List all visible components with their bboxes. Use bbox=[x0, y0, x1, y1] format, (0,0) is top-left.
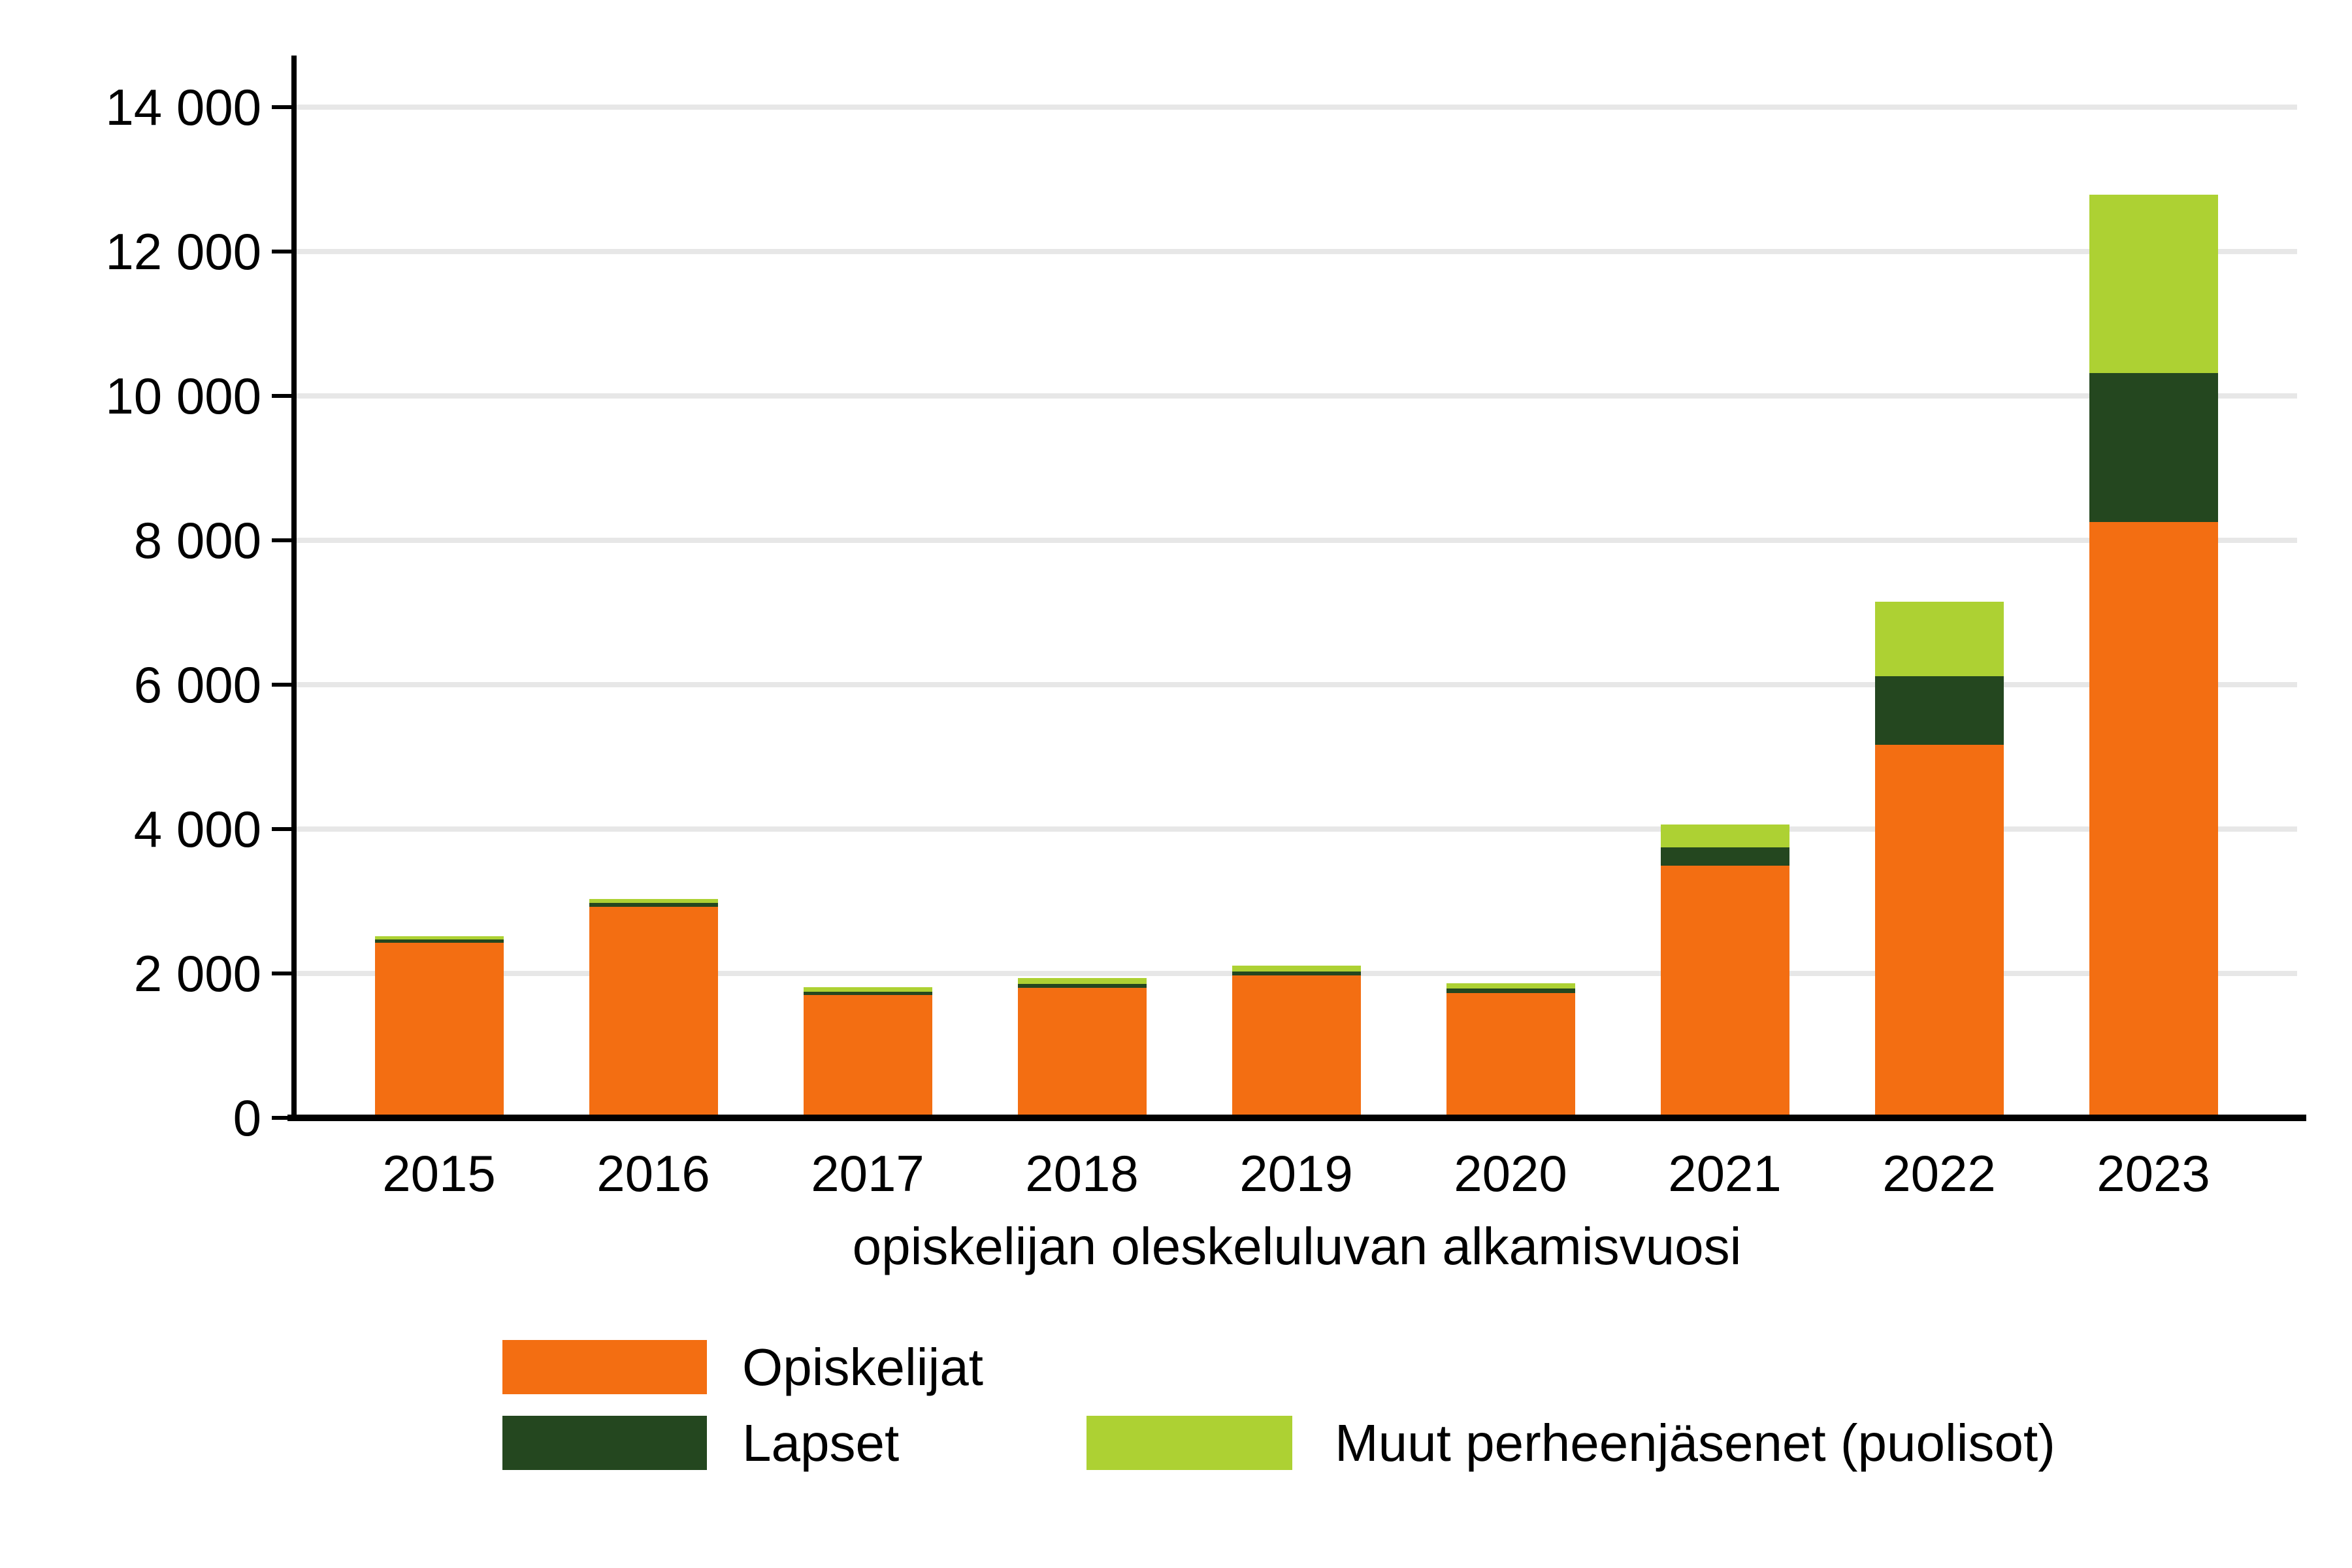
y-tick-label: 12 000 bbox=[105, 223, 261, 280]
y-tick-4000 bbox=[272, 827, 293, 831]
x-category-label-2020: 2020 bbox=[1454, 1145, 1567, 1202]
gridline-14000 bbox=[297, 105, 2297, 110]
bar-segment-2022-opiskelijat bbox=[1874, 744, 2004, 1118]
bar-segment-2018-lapset bbox=[1017, 984, 1147, 988]
legend-label-lapset: Lapset bbox=[742, 1414, 900, 1472]
y-tick-label: 2 000 bbox=[133, 945, 261, 1002]
x-category-label-2017: 2017 bbox=[811, 1145, 924, 1202]
y-tick-label: 0 bbox=[233, 1089, 261, 1147]
y-tick-label: 6 000 bbox=[133, 656, 261, 713]
bar-segment-2019-muut bbox=[1232, 965, 1361, 972]
bar-segment-2022-muut bbox=[1874, 602, 2004, 677]
bar-segment-2017-muut bbox=[803, 987, 932, 992]
y-tick-0 bbox=[272, 1116, 293, 1120]
legend-swatch-muut-perheenjasenet bbox=[1086, 1416, 1292, 1470]
x-axis-title: opiskelijan oleskeluluvan alkamisvuosi bbox=[852, 1217, 1742, 1275]
bar-segment-2023-muut bbox=[2089, 194, 2218, 374]
y-tick-8000 bbox=[272, 538, 293, 542]
bar-segment-2023-opiskelijat bbox=[2089, 522, 2218, 1118]
bar-segment-2021-muut bbox=[1660, 825, 1789, 848]
y-tick-14000 bbox=[272, 105, 293, 109]
x-category-label-2019: 2019 bbox=[1239, 1145, 1353, 1202]
gridline-12000 bbox=[297, 249, 2297, 254]
bar-segment-2022-lapset bbox=[1874, 676, 2004, 745]
bar-segment-2015-muut bbox=[374, 936, 504, 940]
x-category-label-2016: 2016 bbox=[596, 1145, 710, 1202]
bar-segment-2018-opiskelijat bbox=[1017, 988, 1147, 1118]
bar-segment-2020-muut bbox=[1446, 983, 1575, 988]
bar-segment-2023-lapset bbox=[2089, 373, 2218, 523]
y-tick-label: 14 000 bbox=[105, 78, 261, 136]
x-category-label-2023: 2023 bbox=[2097, 1145, 2210, 1202]
bar-segment-2016-lapset bbox=[589, 902, 718, 907]
bar-segment-2016-opiskelijat bbox=[589, 907, 718, 1118]
bar-segment-2020-lapset bbox=[1446, 988, 1575, 994]
x-category-label-2018: 2018 bbox=[1025, 1145, 1139, 1202]
bar-segment-2017-opiskelijat bbox=[803, 994, 932, 1118]
x-category-label-2022: 2022 bbox=[1882, 1145, 1996, 1202]
gridline-4000 bbox=[297, 826, 2297, 832]
bar-segment-2021-lapset bbox=[1660, 847, 1789, 866]
legend-label-muut-perheenjasenet: Muut perheenjäsenet (puolisot) bbox=[1335, 1414, 2055, 1472]
bar-segment-2015-lapset bbox=[374, 939, 504, 943]
gridline-6000 bbox=[297, 682, 2297, 687]
bar-segment-2020-opiskelijat bbox=[1446, 993, 1575, 1118]
y-axis-line bbox=[291, 56, 297, 1121]
y-tick-label: 10 000 bbox=[105, 367, 261, 425]
y-tick-6000 bbox=[272, 683, 293, 687]
bar-segment-2016-muut bbox=[589, 899, 718, 903]
y-tick-12000 bbox=[272, 250, 293, 253]
gridline-10000 bbox=[297, 393, 2297, 399]
legend-label-opiskelijat: Opiskelijat bbox=[742, 1338, 984, 1396]
bar-segment-2017-lapset bbox=[803, 991, 932, 995]
x-axis-line bbox=[287, 1115, 2306, 1121]
bar-segment-2021-opiskelijat bbox=[1660, 866, 1789, 1118]
legend-swatch-lapset bbox=[502, 1416, 707, 1470]
legend-swatch-opiskelijat bbox=[502, 1340, 707, 1394]
x-category-label-2021: 2021 bbox=[1668, 1145, 1782, 1202]
y-tick-label: 8 000 bbox=[133, 512, 261, 569]
bar-segment-2019-lapset bbox=[1232, 971, 1361, 976]
x-category-label-2015: 2015 bbox=[382, 1145, 496, 1202]
bar-segment-2019-opiskelijat bbox=[1232, 975, 1361, 1118]
y-tick-10000 bbox=[272, 394, 293, 398]
y-tick-2000 bbox=[272, 972, 293, 975]
bar-segment-2018-muut bbox=[1017, 978, 1147, 984]
bar-segment-2015-opiskelijat bbox=[374, 943, 504, 1118]
y-tick-label: 4 000 bbox=[133, 800, 261, 858]
gridline-8000 bbox=[297, 538, 2297, 543]
